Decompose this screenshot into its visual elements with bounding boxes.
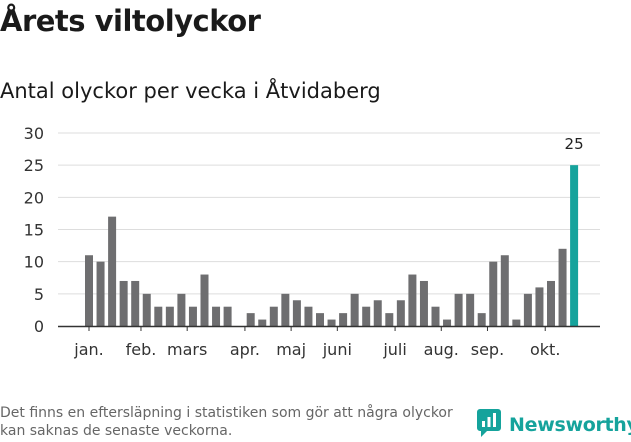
bar bbox=[108, 216, 117, 326]
bar bbox=[258, 319, 267, 326]
bar bbox=[362, 306, 371, 326]
bar-chart: 0 5 10 15 20 25 30 jan. feb. mars apr. maj juni juli… bbox=[24, 124, 600, 359]
bar bbox=[177, 293, 186, 326]
bar bbox=[188, 306, 197, 326]
highlight-bar bbox=[570, 165, 579, 326]
bar bbox=[535, 287, 544, 326]
bar bbox=[223, 306, 232, 326]
bar bbox=[558, 248, 567, 326]
chart-title: Årets viltolyckor bbox=[0, 4, 261, 38]
bar bbox=[512, 319, 521, 326]
x-tick-label: okt. bbox=[530, 340, 560, 359]
x-tick-label: feb. bbox=[126, 340, 157, 359]
x-tick-label: mars bbox=[167, 340, 207, 359]
y-tick-label: 30 bbox=[24, 124, 44, 143]
bar bbox=[142, 293, 151, 326]
y-tick-label: 10 bbox=[24, 253, 44, 272]
bar bbox=[373, 300, 382, 326]
bar bbox=[339, 313, 348, 326]
y-tick-label: 5 bbox=[34, 285, 44, 304]
bar bbox=[154, 306, 163, 326]
bar bbox=[408, 274, 417, 326]
x-axis-labels: jan. feb. mars apr. maj juni juli aug. sep. okt. bbox=[73, 340, 560, 359]
y-tick-label: 0 bbox=[34, 317, 44, 336]
bar bbox=[212, 306, 221, 326]
highlight-value-label: 25 bbox=[565, 135, 584, 153]
bar bbox=[547, 280, 555, 326]
x-tick-label: juli bbox=[382, 340, 406, 359]
x-tick-label: juni bbox=[322, 340, 352, 359]
bar bbox=[281, 293, 290, 326]
footnote: Det finns en eftersläpning i statistiken… bbox=[0, 405, 453, 439]
x-tick-label: jan. bbox=[73, 340, 103, 359]
bar bbox=[385, 313, 394, 326]
bar bbox=[85, 255, 93, 326]
bar bbox=[131, 280, 140, 326]
bar bbox=[477, 313, 486, 326]
bar bbox=[500, 255, 509, 326]
y-tick-label: 15 bbox=[24, 221, 44, 240]
bar bbox=[327, 319, 336, 326]
y-tick-label: 25 bbox=[24, 156, 44, 175]
bar bbox=[431, 306, 440, 326]
x-tick-label: sep. bbox=[471, 340, 504, 359]
bar bbox=[419, 280, 428, 326]
bar bbox=[396, 300, 405, 326]
bar bbox=[454, 293, 463, 326]
bar bbox=[292, 300, 301, 326]
x-axis bbox=[58, 325, 600, 331]
brand-name: Newsworthy bbox=[509, 414, 631, 436]
bar bbox=[165, 306, 174, 326]
bar bbox=[246, 313, 255, 326]
bar bbox=[466, 293, 475, 326]
newsworthy-logo-icon bbox=[476, 408, 502, 442]
bar bbox=[489, 261, 498, 326]
x-tick-label: maj bbox=[276, 340, 306, 359]
bar bbox=[269, 306, 278, 326]
bars bbox=[85, 165, 579, 326]
chart-subtitle: Antal olyckor per vecka i Åtvidaberg bbox=[0, 79, 381, 103]
newsworthy-brand: Newsworthy bbox=[476, 408, 631, 442]
bar bbox=[316, 313, 324, 326]
x-tick-label: aug. bbox=[424, 340, 459, 359]
y-tick-label: 20 bbox=[24, 188, 44, 207]
bar bbox=[350, 293, 359, 326]
bar bbox=[304, 306, 313, 326]
x-tick-label: apr. bbox=[230, 340, 260, 359]
bar bbox=[200, 274, 209, 326]
bar bbox=[96, 261, 105, 326]
y-axis-labels: 0 5 10 15 20 25 30 bbox=[24, 124, 44, 336]
bar bbox=[443, 319, 452, 326]
bar bbox=[523, 293, 532, 326]
gridlines bbox=[58, 132, 600, 295]
bar bbox=[119, 280, 128, 326]
